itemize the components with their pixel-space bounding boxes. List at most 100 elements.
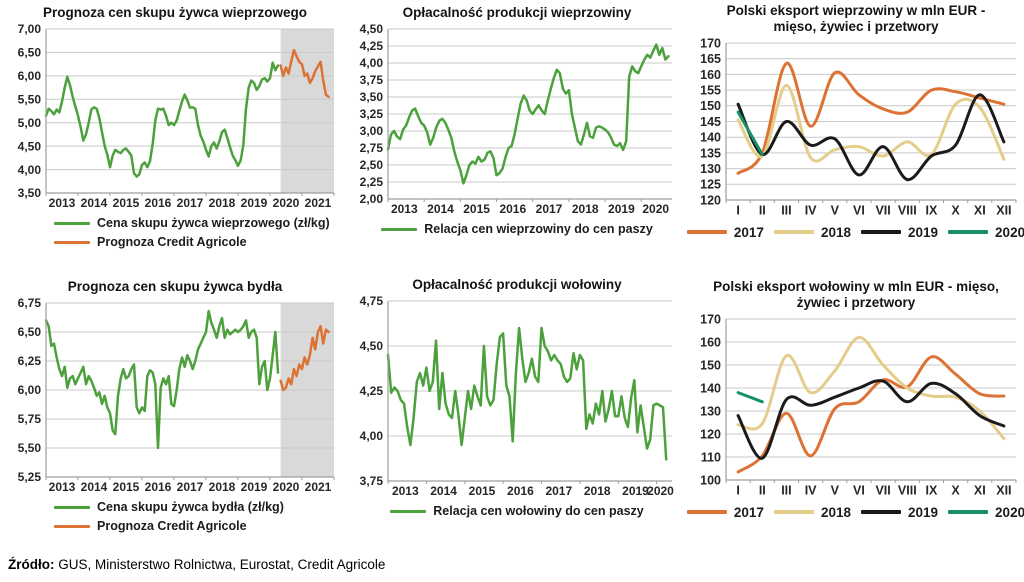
pork-price-forecast-xtick: 2018: [209, 197, 236, 211]
pork-price-forecast-forecast-band: [280, 29, 334, 194]
beef-profitability-xtick: 2015: [469, 485, 496, 499]
pork-profitability-ytick: 3,75: [360, 74, 384, 88]
beef-price-forecast-xtick: 2018: [209, 481, 236, 495]
legend-item-2019: 2019: [861, 225, 938, 240]
pork-profitability-xtick: 2018: [572, 203, 599, 217]
pork-profitability-series-relacja-cen-wieprzowiny-do-cen-paszy: [386, 43, 670, 186]
legend-label: 2020: [995, 224, 1024, 240]
beef-profitability-series-relacja-cen-wo-owiny-do-cen-paszy: [386, 327, 668, 462]
pork-export-ytick: 145: [700, 115, 721, 129]
pork-export-series-2017: [736, 61, 1006, 175]
pork-profitability-xtick: 2016: [499, 203, 526, 217]
beef-export-series-2020: [736, 391, 764, 404]
legend-swatch: [54, 524, 90, 529]
beef-export-xtick: VI: [853, 484, 865, 498]
beef-price-plot: 5,25 5,50 5,75 6,00 6,25 6,50 6,75 2013 2014 2015…: [18, 297, 335, 495]
legend-swatch: [861, 510, 901, 515]
beef-profitability-xtick: 2016: [507, 485, 534, 499]
beef-price-forecast-ytick: 6,25: [18, 355, 42, 369]
legend-swatch: [54, 240, 90, 245]
legend-swatch: [948, 510, 989, 515]
pork-export-series-2020: [736, 110, 764, 156]
pork-profitability-ytick: 4,50: [360, 23, 384, 36]
pork-export-xtick: XI: [974, 204, 986, 218]
pork-profitability-ytick: 2,75: [360, 142, 384, 156]
beef-export-xtick: III: [781, 484, 791, 498]
pork-export-xtick: VII: [875, 204, 890, 218]
legend-item-relacja-cen-wieprzowiny-do-cen-paszy: Relacja cen wieprzowiny do cen paszy: [381, 222, 653, 236]
beef-price-forecast-xtick: 2021: [305, 481, 332, 495]
pork-export-xtick: I: [736, 204, 739, 218]
beef-export-xtick: XII: [996, 484, 1011, 498]
legend-label: 2017: [733, 504, 764, 520]
beef-export-xtick: V: [831, 484, 840, 498]
source-label: Źródło:: [8, 557, 55, 572]
beef-export-ytick: 110: [701, 450, 721, 464]
beef-profitability-ytick: 3,75: [360, 475, 384, 489]
pork-price-forecast-ytick: 4,50: [18, 140, 42, 154]
pork-price-forecast-ytick: 5,00: [18, 116, 42, 130]
pork-profitability-ytick: 3,00: [360, 125, 384, 139]
legend-swatch: [773, 230, 814, 235]
legend-swatch: [686, 230, 727, 235]
legend-swatch: [773, 510, 814, 515]
chart-beef-profitability: Opłacalność produkcji wołowiny 3,75 4,00 4…: [350, 277, 684, 518]
chart-title-pork-export: Polski eksport wieprzowiny w mln EUR - m…: [726, 3, 986, 35]
beef-export-ytick: 160: [700, 335, 721, 349]
beef-price-forecast-ytick: 6,50: [18, 326, 42, 340]
beef-price-forecast-ytick: 6,00: [18, 384, 42, 398]
pork-profitability-ytick: 3,25: [360, 108, 384, 122]
beef-price-forecast-xtick: 2019: [241, 481, 268, 495]
pork-price-forecast-xtick: 2016: [145, 197, 172, 211]
pork-profitability-plot: 2,00 2,25 2,50 2,75 3,00 3,25 3,50 3,75 4,00 4,25…: [360, 23, 672, 217]
pork-profitability-xtick: 2015: [463, 203, 490, 217]
beef-profitability-xtick: 2018: [584, 485, 611, 499]
pork-export-xtick: IX: [925, 204, 937, 218]
beef-export-ytick: 150: [700, 358, 721, 372]
pork-price-forecast-series-cena-skupu-ywca-wieprzowego-z-kg: [44, 61, 280, 179]
legend-item-2020: 2020: [948, 505, 1024, 520]
beef-export-ytick: 170: [700, 314, 721, 326]
pork-export-ytick: 125: [700, 178, 721, 192]
pork-profitability-xtick: 2013: [391, 203, 418, 217]
beef-profitability-ytick: 4,50: [360, 340, 384, 354]
beef-price-forecast-series-prognoza-credit-agricole: [279, 325, 330, 392]
legend-item-cena-skupu-ywca-byd-a-z-kg: Cena skupu żywca bydła (zł/kg): [54, 500, 344, 514]
chart-pork-export: Polski eksport wieprzowiny w mln EUR - m…: [686, 3, 1024, 240]
beef-profitability-xtick: 2020: [647, 485, 674, 499]
beef-price-forecast-xtick: 2017: [177, 481, 204, 495]
beef-export-xtick: VII: [875, 484, 890, 498]
beef-export-ytick: 140: [700, 381, 721, 395]
pork-price-forecast-series-prognoza-credit-agricole: [279, 49, 330, 99]
beef-profitability-xtick: 2014: [430, 485, 457, 499]
legend-swatch: [54, 221, 90, 226]
pork-export-ytick: 160: [700, 68, 721, 82]
legend-item-2017: 2017: [686, 504, 764, 520]
beef-price-forecast-ytick: 5,75: [18, 413, 42, 427]
pork-profitability-ytick: 4,25: [360, 40, 384, 54]
pork-export-legend: 2017 2018 2019 2020: [686, 224, 1024, 240]
pork-profitability-legend: Relacja cen wieprzowiny do cen paszy: [350, 222, 684, 236]
legend-swatch: [686, 510, 727, 515]
pork-export-ytick: 155: [700, 83, 721, 97]
beef-profitability-xtick: 2019: [622, 485, 649, 499]
beef-profitability-xtick: 2013: [392, 485, 419, 499]
beef-price-forecast-xtick: 2016: [145, 481, 172, 495]
chart-title-pork-profitability: Opłacalność produkcji wieprzowiny: [402, 5, 632, 20]
legend-item-2018: 2018: [773, 505, 851, 520]
beef-export-xtick: IV: [805, 484, 817, 498]
pork-price-forecast-xtick: 2013: [49, 197, 76, 211]
pork-price-legend: Cena skupu żywca wieprzowego (zł/kg) Prog…: [6, 216, 344, 249]
chart-title-beef-profitability: Opłacalność produkcji wołowiny: [412, 277, 622, 292]
beef-export-xtick: II: [759, 484, 766, 498]
beef-price-forecast-ytick: 5,50: [18, 442, 42, 456]
pork-export-ytick: 140: [700, 131, 721, 145]
pork-export-ytick: 120: [700, 193, 721, 207]
legend-item-relacja-cen-wo-owiny-do-cen-paszy: Relacja cen wołowiny do cen paszy: [390, 504, 644, 518]
beef-export-xtick: VIII: [898, 484, 917, 498]
legend-label: 2017: [733, 224, 764, 240]
pork-export-series-2019: [736, 93, 1006, 182]
pork-price-forecast-xtick: 2014: [81, 197, 108, 211]
legend-item-2020: 2020: [948, 225, 1024, 240]
